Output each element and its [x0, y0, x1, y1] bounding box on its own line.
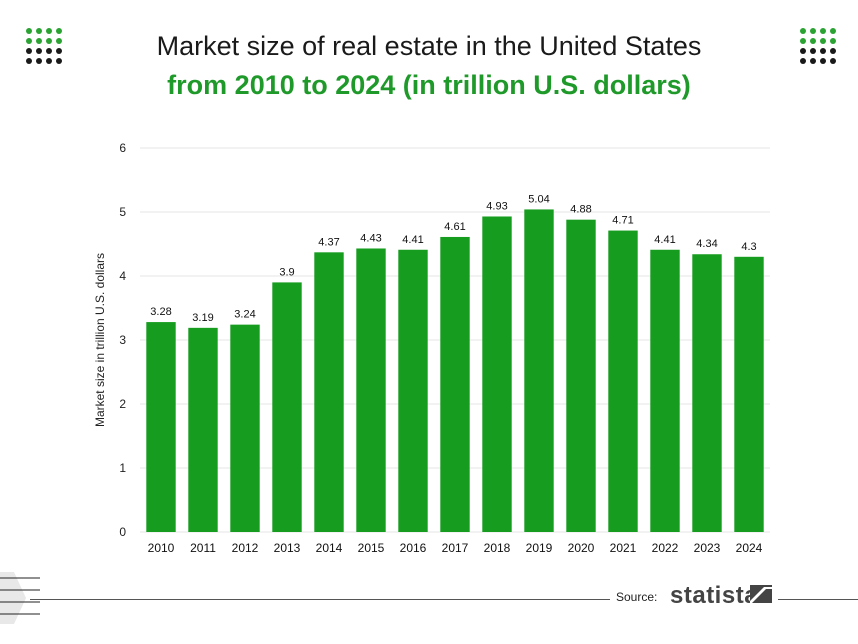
statista-mark-icon — [750, 585, 772, 605]
decorative-dot — [830, 58, 836, 64]
bar — [734, 256, 764, 532]
footer-divider-left — [30, 599, 610, 600]
decorative-dot — [800, 48, 806, 54]
x-tick-label: 2022 — [652, 541, 679, 555]
bar — [188, 327, 218, 532]
bar-value-label: 4.71 — [612, 215, 633, 227]
bar-value-label: 3.24 — [234, 309, 255, 321]
bar-chart: 0 1 2 3 4 5 6 Market size in trillion U.S. doll… — [93, 141, 770, 555]
x-tick-label: 2018 — [484, 541, 511, 555]
y-tick-label: 2 — [119, 397, 126, 411]
bar-value-label: 4.3 — [741, 241, 756, 253]
decorative-dot — [800, 58, 806, 64]
bar-value-label: 4.37 — [318, 236, 339, 248]
decorative-dot — [800, 38, 806, 44]
decorative-dot — [46, 28, 52, 34]
x-tick-label: 2013 — [274, 541, 301, 555]
decorative-dot — [830, 48, 836, 54]
y-tick-label: 3 — [119, 333, 126, 347]
decorative-chevron-icon — [0, 572, 40, 624]
bar-value-label: 4.93 — [486, 200, 507, 212]
decorative-dot — [26, 28, 32, 34]
decorative-dot — [820, 58, 826, 64]
y-tick-label: 0 — [119, 525, 126, 539]
x-tick-label: 2010 — [148, 541, 175, 555]
bar-value-label: 3.9 — [279, 266, 294, 278]
bar — [482, 216, 512, 533]
footer-divider-right — [778, 599, 858, 600]
bar-value-label: 4.34 — [696, 238, 717, 250]
x-tick-label: 2012 — [232, 541, 259, 555]
decorative-dot — [46, 48, 52, 54]
bar-value-label: 4.43 — [360, 232, 381, 244]
decorative-dot — [56, 58, 62, 64]
x-tick-label: 2014 — [316, 541, 343, 555]
decorative-dot — [830, 28, 836, 34]
decorative-dot — [810, 38, 816, 44]
chart-title: Market size of real estate in the United… — [156, 31, 702, 61]
decorative-dot — [36, 38, 42, 44]
bar — [608, 230, 638, 532]
decorative-dot — [36, 58, 42, 64]
decorative-dot — [800, 28, 806, 34]
decorative-dot — [820, 48, 826, 54]
decorative-dot — [26, 38, 32, 44]
chart-header: Market size of real estate in the United… — [0, 26, 858, 104]
decorative-dot — [56, 28, 62, 34]
bar — [524, 209, 554, 532]
decorative-dot — [810, 28, 816, 34]
y-axis-label: Market size in trillion U.S. dollars — [93, 253, 107, 427]
bar — [650, 249, 680, 532]
decorative-dot — [46, 38, 52, 44]
decorative-dot — [26, 48, 32, 54]
bar-value-label: 4.88 — [570, 204, 591, 216]
decorative-dots-right-icon — [800, 28, 836, 64]
x-tick-label: 2020 — [568, 541, 595, 555]
bar-value-label: 3.19 — [192, 312, 213, 324]
decorative-dots-left-icon — [26, 28, 62, 64]
bar-value-label: 5.04 — [528, 193, 549, 205]
decorative-dot — [830, 38, 836, 44]
decorative-dot — [26, 58, 32, 64]
x-tick-label: 2019 — [526, 541, 553, 555]
y-tick-label: 1 — [119, 461, 126, 475]
decorative-dot — [820, 28, 826, 34]
decorative-dot — [46, 58, 52, 64]
y-tick-label: 6 — [119, 141, 126, 155]
decorative-dot — [810, 58, 816, 64]
x-tick-label: 2015 — [358, 541, 385, 555]
bar — [566, 219, 596, 532]
bar — [356, 248, 386, 533]
statista-logo[interactable]: statista — [670, 582, 759, 609]
source-label: Source: — [616, 590, 658, 604]
bar-value-label: 4.41 — [654, 234, 675, 246]
bar-value-label: 4.41 — [402, 234, 423, 246]
x-tick-label: 2024 — [736, 541, 763, 555]
bar — [398, 249, 428, 532]
decorative-dot — [56, 38, 62, 44]
x-tick-label: 2011 — [190, 541, 216, 555]
x-tick-label: 2021 — [610, 541, 637, 555]
bar — [230, 324, 260, 532]
bar — [272, 282, 302, 532]
y-tick-label: 4 — [119, 269, 126, 283]
chart-subtitle: from 2010 to 2024 (in trillion U.S. doll… — [167, 70, 691, 100]
decorative-dot — [36, 48, 42, 54]
bar — [146, 322, 176, 532]
x-tick-label: 2023 — [694, 541, 721, 555]
bar — [692, 254, 722, 533]
decorative-dot — [56, 48, 62, 54]
bar-value-label: 4.61 — [444, 221, 465, 233]
bar-value-label: 3.28 — [150, 306, 171, 318]
x-tick-label: 2017 — [442, 541, 469, 555]
bar — [314, 252, 344, 532]
x-tick-label: 2016 — [400, 541, 427, 555]
y-tick-label: 5 — [119, 205, 126, 219]
decorative-dot — [820, 38, 826, 44]
decorative-dot — [810, 48, 816, 54]
bar — [440, 236, 470, 532]
decorative-dot — [36, 28, 42, 34]
